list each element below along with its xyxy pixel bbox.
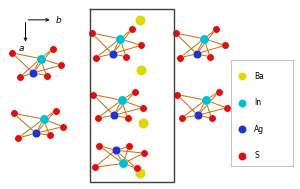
Point bbox=[11, 112, 16, 115]
Point bbox=[179, 117, 184, 120]
Text: Ba: Ba bbox=[254, 72, 264, 81]
Point bbox=[202, 37, 206, 40]
Point bbox=[97, 144, 101, 147]
Point bbox=[44, 74, 49, 77]
Point bbox=[50, 48, 55, 51]
Point bbox=[119, 99, 124, 102]
Point bbox=[223, 44, 227, 47]
Point bbox=[194, 52, 199, 55]
Point bbox=[240, 154, 244, 157]
Text: In: In bbox=[254, 98, 262, 107]
Point bbox=[203, 99, 208, 102]
Point bbox=[134, 167, 139, 170]
Point bbox=[130, 28, 134, 31]
Point bbox=[112, 114, 116, 117]
Point bbox=[31, 71, 35, 74]
Point bbox=[121, 162, 125, 165]
Point bbox=[175, 93, 179, 96]
Point bbox=[53, 109, 58, 112]
Text: a: a bbox=[19, 44, 24, 53]
Point bbox=[61, 125, 65, 128]
Point bbox=[137, 18, 142, 21]
Point bbox=[34, 132, 38, 135]
Point bbox=[47, 134, 52, 137]
Point bbox=[94, 56, 98, 59]
Point bbox=[110, 52, 115, 55]
Point bbox=[41, 118, 46, 121]
Point bbox=[224, 106, 229, 109]
Point bbox=[124, 55, 128, 58]
Point bbox=[133, 90, 137, 93]
Point bbox=[139, 68, 143, 71]
Point bbox=[240, 128, 244, 131]
Point bbox=[10, 51, 14, 54]
Point bbox=[16, 136, 20, 139]
Point bbox=[59, 64, 64, 67]
Text: b: b bbox=[56, 16, 61, 25]
Point bbox=[209, 117, 214, 120]
Point bbox=[214, 28, 218, 31]
Point bbox=[208, 55, 212, 58]
Point bbox=[38, 57, 43, 60]
Point bbox=[140, 106, 145, 109]
Point bbox=[217, 90, 221, 93]
Point bbox=[240, 101, 244, 104]
Text: Ag: Ag bbox=[254, 125, 265, 134]
Point bbox=[17, 76, 22, 79]
Point bbox=[196, 114, 200, 117]
Point bbox=[113, 149, 118, 152]
Point bbox=[118, 37, 122, 40]
Point bbox=[127, 145, 131, 148]
Point bbox=[178, 56, 182, 59]
Point bbox=[91, 93, 95, 96]
Point bbox=[137, 171, 142, 174]
Point bbox=[125, 117, 130, 120]
Point bbox=[173, 32, 178, 35]
Point bbox=[95, 117, 100, 120]
Point bbox=[240, 75, 244, 78]
Point bbox=[140, 121, 145, 124]
Point bbox=[139, 44, 143, 47]
Point bbox=[92, 166, 97, 169]
Point bbox=[89, 32, 94, 35]
Point bbox=[142, 152, 146, 155]
Text: S: S bbox=[254, 151, 259, 160]
